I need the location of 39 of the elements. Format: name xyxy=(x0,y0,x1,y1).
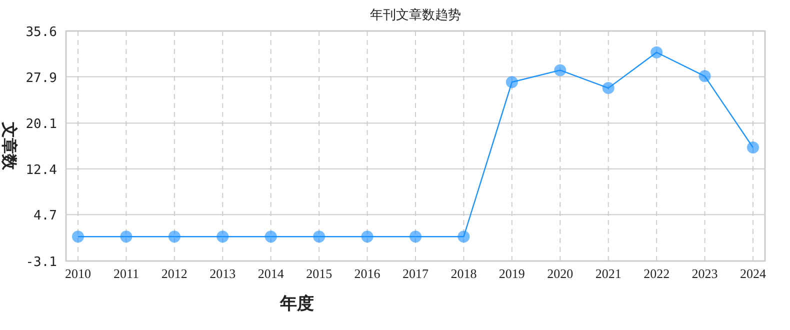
point xyxy=(72,230,84,243)
y-tick-label: -3.1 xyxy=(26,255,57,270)
chart-title: 年刊文章数趋势 xyxy=(370,7,461,22)
y-tick-label: 27.9 xyxy=(26,70,57,86)
x-tick-label: 2019 xyxy=(498,266,525,281)
y-tick-label: 35.6 xyxy=(26,25,57,40)
point xyxy=(410,230,422,243)
x-tick-label: 2015 xyxy=(306,266,332,281)
x-tick-label: 2024 xyxy=(740,266,766,281)
point xyxy=(361,230,374,243)
point xyxy=(168,230,180,243)
x-tick-label: 2013 xyxy=(210,266,236,281)
point xyxy=(506,76,518,88)
point xyxy=(264,230,277,243)
point xyxy=(554,64,566,76)
x-tick-label: 2014 xyxy=(258,266,284,281)
y-tick-label: 4.7 xyxy=(34,208,57,224)
x-tick-label: 2012 xyxy=(161,266,188,281)
x-tick-label: 2017 xyxy=(402,266,429,281)
point xyxy=(747,141,759,154)
x-tick-label: 2011 xyxy=(113,266,139,281)
x-tick-label: 2021 xyxy=(595,266,622,281)
x-tick-label: 2023 xyxy=(692,266,718,281)
y-axis-title: 文章数 xyxy=(0,121,18,171)
point xyxy=(120,230,132,243)
x-tick-label: 2022 xyxy=(644,266,670,281)
x-axis-title: 年度 xyxy=(279,294,314,313)
x-tick-label: 2020 xyxy=(547,266,574,281)
point xyxy=(698,70,711,82)
x-tick-label: 2018 xyxy=(450,266,477,281)
point xyxy=(216,230,229,243)
y-tick-label: 20.1 xyxy=(26,117,57,132)
x-tick-label: 2016 xyxy=(354,266,381,281)
point xyxy=(458,230,470,243)
y-tick-label: 12.4 xyxy=(26,162,58,178)
point xyxy=(602,82,614,94)
point xyxy=(650,46,663,58)
x-tick-label: 2010 xyxy=(65,266,91,281)
point xyxy=(313,230,326,243)
